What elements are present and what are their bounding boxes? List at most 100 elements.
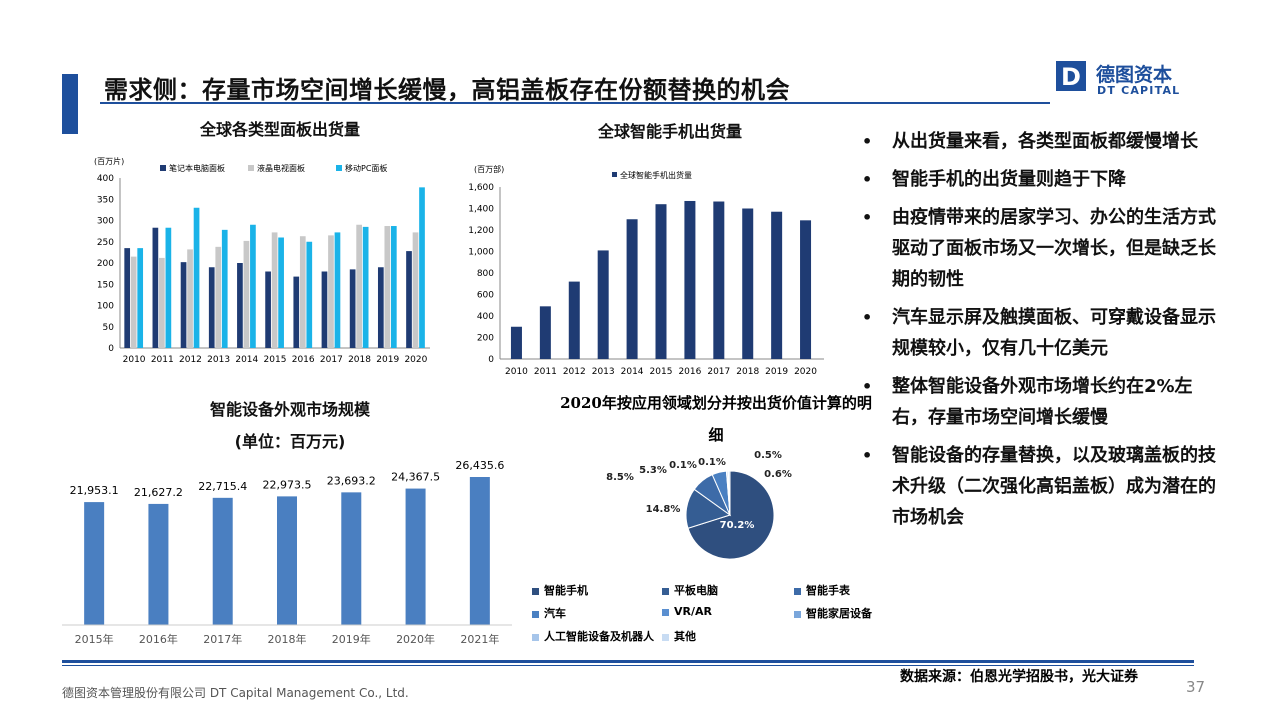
slice-label: 0.1% [669,460,697,471]
legend-item: 智能手机 [532,582,588,598]
bar [349,269,356,348]
y-unit-label: (百万部) [474,164,504,174]
x-tick-label: 2017 [707,367,730,377]
logo-mark-letter: D [1061,63,1081,91]
x-tick-label: 2017 [320,355,343,365]
bar [328,235,334,348]
bar [180,262,187,348]
y-tick-label: 400 [477,312,494,322]
y-tick-label: 200 [477,334,494,344]
appearance-market-chart-title: 智能设备外观市场规模 [209,400,370,419]
legend-label: 全球智能手机出货量 [620,170,692,180]
legend-item: 智能手表 [794,582,850,598]
bar [208,267,215,348]
smartphone-chart-title: 全球智能手机出货量 [597,122,742,141]
data-label: 23,693.2 [327,474,376,487]
bar [265,271,271,348]
x-tick-label: 2013 [207,355,230,365]
legend-label: 液晶电视面板 [257,163,305,173]
y-unit-label: (百万片) [94,156,124,166]
bullet-item: 从出货量来看，各类型面板都缓慢增长 [862,126,1222,157]
bar [390,226,397,348]
legend-label: 移动PC面板 [345,163,387,173]
x-tick-label: 2016 [292,355,315,365]
bar [293,276,300,348]
bar [377,267,384,348]
x-tick-label: 2012 [563,367,586,377]
smartphone-shipments-chart: (百万部) 0 200 400 600 800 1,000 1,200 1,400 1,600 20… [468,164,824,377]
bar [277,496,297,625]
x-tick-label: 2015 [650,367,673,377]
bar [362,226,369,348]
y-tick-label: 350 [97,195,114,205]
bar [306,241,313,348]
x-tick-label: 2019年 [332,632,371,646]
legend-label: 智能手机 [544,584,588,597]
footer-rule [62,660,1194,663]
page-title: 需求侧：存量市场空间增长缓慢，高铝盖板存在份额替换的机会 [104,76,790,104]
panel-chart-title: 全球各类型面板出货量 [199,120,360,139]
x-tick-label: 2017年 [203,632,242,646]
legend-swatch [160,165,166,171]
x-tick-label: 2020 [794,367,817,377]
legend-label: VR/AR [674,605,712,618]
bar [655,204,667,359]
x-tick-label: 2010 [123,355,146,365]
legend-swatch [662,633,669,641]
bar [212,497,233,625]
company-footer: 德图资本管理股份有限公司 DT Capital Management Co., … [62,686,409,700]
legend-swatch [662,608,669,616]
legend-item: 汽车 [532,605,566,621]
bar [165,227,172,348]
bar [250,224,256,348]
y-tick-label: 1,400 [468,205,494,215]
bar [356,224,362,348]
data-label: 21,953.1 [70,484,119,497]
bar [684,200,696,359]
data-label: 21,627.2 [134,486,183,499]
legend-label: 平板电脑 [674,584,718,597]
legend-swatch [532,633,539,641]
bar [405,488,426,625]
legend-item: 平板电脑 [662,582,718,598]
y-tick-label: 1,600 [468,183,494,193]
bar [800,220,812,359]
bar [412,232,419,348]
slice-label: 0.5% [754,450,782,461]
x-tick-label: 2014 [235,355,258,365]
page-number: 37 [1186,678,1206,696]
y-tick-label: 1,200 [468,226,494,236]
bar [713,201,725,359]
y-tick-label: 150 [97,280,114,290]
legend-swatch [336,165,342,171]
title-accent-bar [62,74,78,134]
legend-swatch [794,587,801,595]
legend-label: 智能手表 [806,584,850,597]
pie-chart-title: 2020年按应用领域划分并按出货价值计算的明细 [560,394,872,444]
y-tick-label: 200 [97,259,114,269]
bar [193,207,200,348]
key-points-list: 从出货量来看，各类型面板都缓慢增长 智能手机的出货量则趋于下降 由疫情带来的居家… [862,126,1222,540]
legend-item: 人工智能设备及机器人 [532,628,654,644]
slice-label: 14.8% [646,504,681,515]
y-tick-label: 0 [488,355,494,365]
y-tick-label: 250 [97,238,114,248]
bar [384,226,391,348]
x-tick-label: 2014 [621,367,644,377]
bar [148,503,169,625]
bar [278,237,284,348]
legend-label: 人工智能设备及机器人 [544,630,654,643]
bar [237,263,243,348]
bar [568,281,580,359]
x-tick-label: 2021年 [460,632,499,646]
legend-label: 其他 [674,630,696,643]
y-tick-label: 1,000 [468,248,494,258]
bar [626,219,638,359]
bar [271,232,278,348]
x-tick-label: 2018 [736,367,759,377]
x-tick-label: 2011 [151,355,174,365]
x-tick-label: 2020 [404,355,427,365]
legend-swatch [532,587,539,595]
title-underline [100,102,1050,104]
x-tick-label: 2013 [592,367,615,377]
